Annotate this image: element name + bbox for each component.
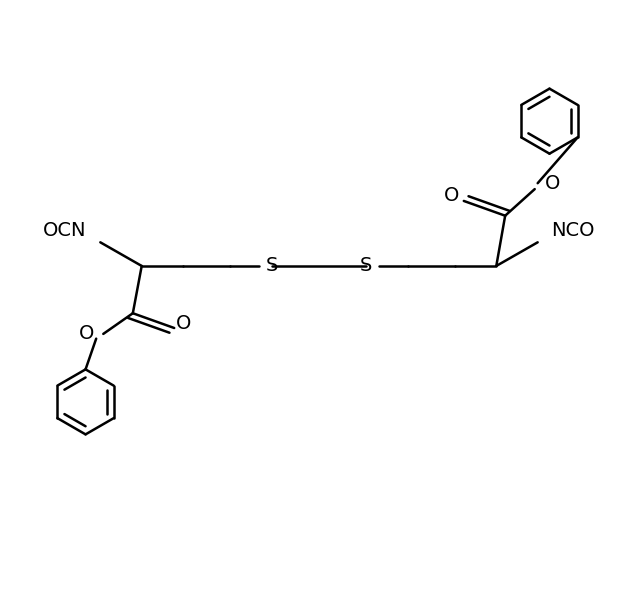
Text: O: O [545,174,560,193]
Text: S: S [360,256,373,275]
Text: NCO: NCO [551,221,595,240]
Text: O: O [175,314,191,333]
Text: OCN: OCN [43,221,87,240]
Text: O: O [444,186,459,204]
Text: O: O [79,324,94,343]
Text: S: S [265,256,278,275]
